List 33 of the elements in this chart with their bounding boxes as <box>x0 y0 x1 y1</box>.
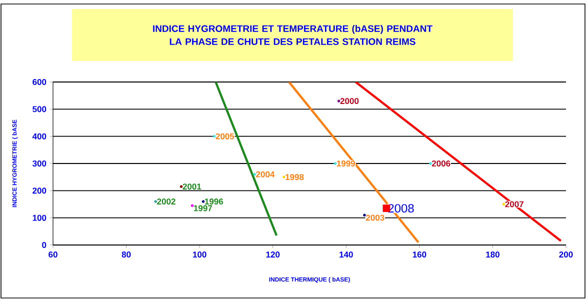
point <box>363 214 366 217</box>
x-tick-label: 120 <box>266 252 280 258</box>
x-tick-label: 180 <box>486 252 500 258</box>
x-tick-label: 140 <box>340 252 353 258</box>
series-label: 2000 <box>340 98 359 104</box>
series-label: 2003 <box>366 214 384 221</box>
y-tick-label: 500 <box>32 106 46 112</box>
series-label: 1997 <box>194 205 212 212</box>
point <box>190 204 194 207</box>
chart-title: INDICE HYGROMETRIE ET TEMPERATURE (bASE) PENDANT LA PHASE DE CHUTE DES PETALES STATION REIMS <box>153 25 432 45</box>
series-label: 1996 <box>204 198 224 205</box>
series-label: 2004 <box>256 171 275 178</box>
y-tick-label: 300 <box>32 160 46 167</box>
y-tick-label: 200 <box>32 188 46 194</box>
y-tick-label: 100 <box>32 214 46 221</box>
series-label: 1999 <box>336 160 355 166</box>
x-tick-label: 100 <box>193 252 206 258</box>
point <box>253 172 256 176</box>
series-label: 2001 <box>182 184 202 190</box>
point <box>282 176 286 178</box>
x-tick-label: 80 <box>122 252 131 258</box>
x-tick-label: 60 <box>48 252 58 258</box>
series-label: 2006 <box>432 160 450 166</box>
x-tick-label: 200 <box>559 252 573 258</box>
series-label: 1998 <box>286 174 304 180</box>
y-tick-label: 0 <box>42 242 46 248</box>
series-label: 2005 <box>216 133 234 140</box>
series-label: 2007 <box>505 201 524 208</box>
series-label: 2002 <box>157 198 176 205</box>
y-tick-label: 400 <box>32 133 46 140</box>
y-tick-label: 600 <box>32 79 46 86</box>
x-tick-label: 160 <box>412 252 426 258</box>
point <box>202 200 205 203</box>
